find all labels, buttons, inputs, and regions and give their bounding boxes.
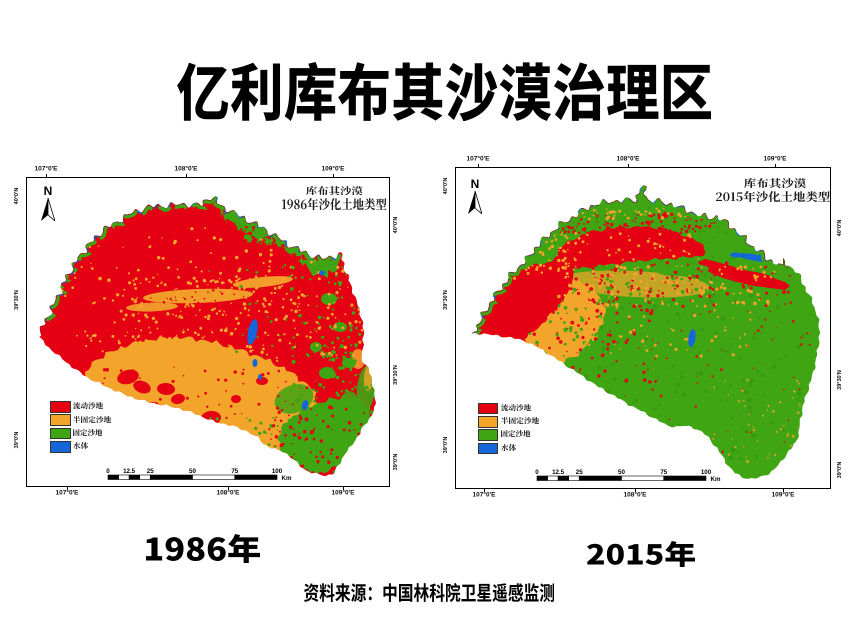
svg-text:75: 75 <box>231 468 238 475</box>
svg-text:12.5: 12.5 <box>552 469 565 476</box>
svg-text:100: 100 <box>701 469 712 476</box>
svg-text:75: 75 <box>660 469 667 476</box>
svg-text:50: 50 <box>189 468 196 475</box>
svg-text:12.5: 12.5 <box>123 468 136 475</box>
svg-text:50: 50 <box>618 469 625 476</box>
svg-text:25: 25 <box>576 469 583 476</box>
svg-text:Km: Km <box>282 475 292 482</box>
svg-text:Km: Km <box>711 476 721 483</box>
svg-text:0: 0 <box>106 468 110 475</box>
svg-text:0: 0 <box>535 469 539 476</box>
svg-text:100: 100 <box>272 468 283 475</box>
svg-text:25: 25 <box>147 468 154 475</box>
